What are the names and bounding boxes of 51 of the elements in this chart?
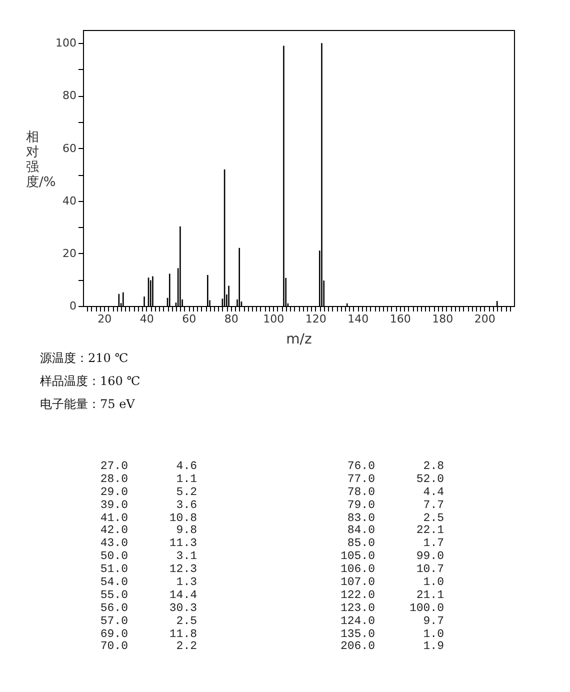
text: 85.0 1.7 — [346, 537, 444, 551]
text: 84.0 22.1 — [346, 524, 444, 538]
y-tick-label: 80 — [62, 89, 76, 102]
text: 39.0 3.6 — [100, 498, 197, 513]
x-tick-label: 200 — [474, 312, 496, 326]
y-axis-title: 相对强度/% — [26, 130, 56, 190]
text: 79.0 7.7 — [346, 498, 444, 513]
text: 106.0 10.7 — [340, 563, 444, 577]
x-tick-label: 60 — [182, 312, 196, 326]
text: 135.0 1.0 — [340, 628, 444, 641]
y-tick-label: 20 — [62, 246, 76, 260]
text: 50.0 3.1 — [100, 550, 197, 564]
text: 样品温度：160 ℃ — [40, 373, 140, 390]
text: 122.0 21.1 — [340, 588, 444, 603]
y-tick-label: 60 — [62, 142, 76, 155]
text: 107.0 1.0 — [340, 576, 444, 590]
text: 56.0 30.3 — [100, 602, 197, 616]
x-tick-label: 100 — [263, 312, 284, 326]
y-tick-label: 0 — [70, 300, 76, 312]
text: 69.0 11.8 — [100, 628, 197, 641]
x-tick-label: 40 — [140, 312, 154, 326]
x-tick-label: 20 — [98, 312, 112, 326]
text: 78.0 4.4 — [346, 486, 444, 500]
text: 28.0 1.1 — [100, 472, 197, 487]
text: 29.0 5.2 — [100, 486, 197, 500]
text: 51.0 12.3 — [100, 563, 197, 577]
text: 27.0 4.6 — [100, 460, 197, 474]
text: 41.0 10.8 — [100, 512, 197, 525]
x-tick-label: 80 — [224, 312, 238, 326]
text: 76.0 2.8 — [346, 460, 444, 474]
x-tick-label: 140 — [348, 312, 369, 326]
text: 42.0 9.8 — [100, 524, 197, 538]
y-tick-label: 100 — [56, 36, 76, 50]
text: 54.0 1.3 — [100, 576, 197, 590]
x-tick-label: 180 — [432, 312, 454, 326]
y-tick-label: 40 — [62, 194, 76, 208]
x-tick-label: 120 — [305, 312, 326, 326]
text: 123.0 100.0 — [340, 602, 444, 616]
text: 77.0 52.0 — [346, 472, 444, 487]
text: 43.0 11.3 — [100, 537, 197, 551]
text: 105.0 99.0 — [340, 550, 444, 564]
text: 124.0 9.7 — [340, 614, 444, 629]
text: 83.0 2.5 — [346, 512, 444, 525]
text: 源温度：210 ℃ — [40, 350, 130, 367]
x-tick-label: 160 — [390, 312, 411, 326]
text: 57.0 2.5 — [100, 614, 197, 629]
text: 70.0 2.2 — [100, 640, 197, 654]
text: 55.0 14.4 — [100, 588, 197, 603]
text: 电子能量：75 eV — [40, 396, 136, 413]
x-axis-title: m/z — [286, 332, 312, 348]
text: 206.0 1.9 — [340, 640, 444, 654]
